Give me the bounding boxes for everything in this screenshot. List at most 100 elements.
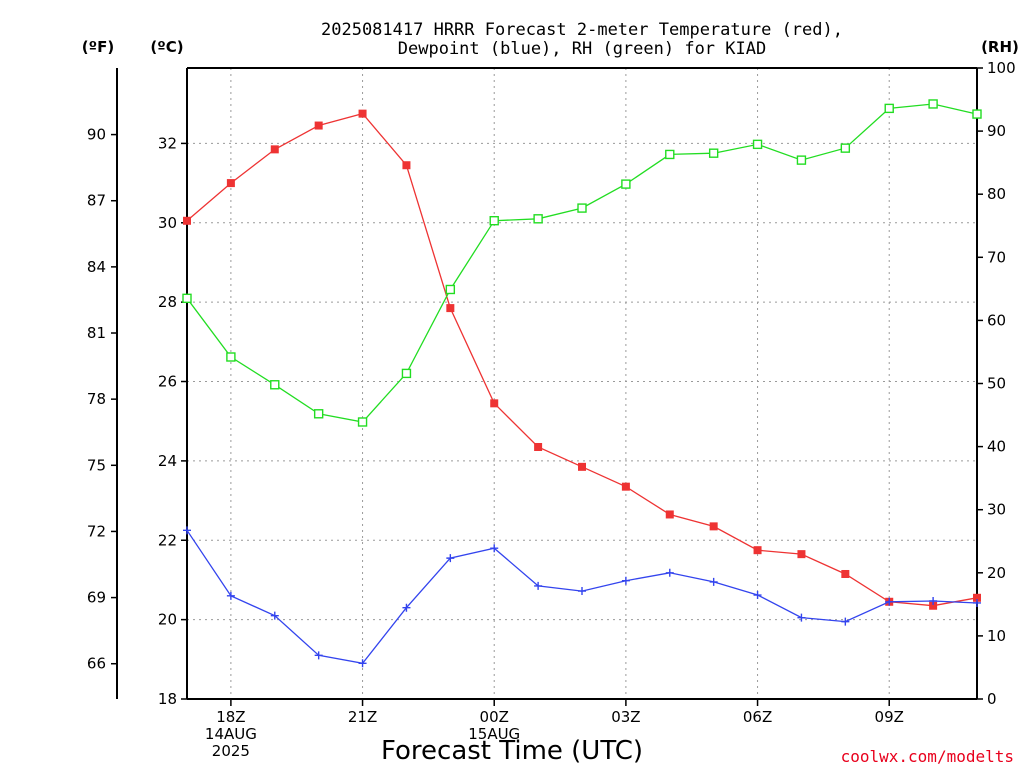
x-tick-label: 06Z: [743, 708, 772, 726]
dewpoint-data-point: [226, 591, 235, 600]
temperature-data-point: [490, 399, 499, 408]
temperature-data-point: [358, 109, 367, 118]
celsius-tick-label: 24: [158, 452, 177, 470]
celsius-tick-label: 28: [158, 293, 177, 311]
celsius-tick-label: 30: [158, 214, 177, 232]
celsius-unit-label: (ºC): [150, 38, 183, 56]
credit-text: coolwx.com/modelts: [841, 747, 1014, 766]
temperature-data-point: [841, 569, 850, 578]
temperature-data-point: [621, 482, 630, 491]
rh-data-point: [489, 216, 499, 226]
dewpoint-data-point: [973, 598, 981, 607]
temperature-data-point: [665, 510, 674, 519]
rh-data-point: [357, 417, 368, 427]
rh-tick-label: 0: [987, 690, 997, 708]
dewpoint-data-point: [183, 526, 191, 535]
rh-series-line: [186, 103, 978, 423]
temperature-data-point: [753, 546, 762, 555]
rh-tick-label: 50: [987, 375, 1006, 393]
fahrenheit-tick-label: 78: [87, 390, 106, 408]
rh-data-point: [884, 103, 894, 114]
x-tick-label: 18Z: [216, 708, 245, 726]
rh-tick-label: 70: [987, 248, 1006, 266]
fahrenheit-tick-label: 72: [87, 522, 106, 540]
celsius-tick-label: 20: [158, 611, 177, 629]
fahrenheit-tick-label: 69: [87, 589, 106, 607]
temperature-series-line: [186, 112, 978, 607]
rh-data-point: [840, 143, 851, 153]
x-tick-label: 00Z: [480, 708, 509, 726]
rh-data-point: [665, 149, 675, 160]
dewpoint-data-point: [534, 581, 543, 590]
temperature-data-point: [534, 442, 543, 451]
temperature-data-point: [797, 550, 806, 559]
rh-data-point: [621, 179, 631, 189]
x-tick-label: 2025: [212, 742, 250, 760]
x-tick-label: 03Z: [611, 708, 640, 726]
dewpoint-data-point: [797, 613, 806, 622]
dewpoint-data-point: [885, 597, 894, 606]
celsius-tick-label: 22: [158, 531, 177, 549]
rh-data-point: [752, 139, 763, 150]
grid-lines: [187, 68, 977, 699]
rh-data-point: [577, 203, 587, 213]
dewpoint-data-point: [358, 659, 367, 668]
rh-tick-label: 80: [987, 185, 1006, 203]
dewpoint-data-point: [665, 568, 674, 577]
fahrenheit-tick-label: 75: [87, 456, 106, 474]
fahrenheit-tick-label: 90: [87, 126, 106, 144]
x-tick-label: 14AUG: [205, 725, 257, 743]
dewpoint-data-point: [314, 651, 323, 660]
temperature-data-point: [578, 462, 586, 471]
temperature-data-point: [226, 179, 235, 188]
dewpoint-data-point: [578, 587, 586, 596]
rh-data-point: [445, 284, 456, 295]
rh-tick-label: 10: [987, 627, 1006, 645]
rh-data-point: [796, 155, 807, 165]
rh-data-point: [928, 99, 938, 109]
axes: 66 69 72 75 78 81 84 87 90 18 20 22 24 26 28 30 32 0 10 20 3…: [87, 59, 1016, 760]
rh-tick-label: 40: [987, 438, 1006, 456]
temperature-data-point: [183, 216, 191, 225]
fahrenheit-tick-label: 66: [87, 655, 106, 673]
rh-data-point: [313, 409, 324, 419]
fahrenheit-tick-label: 87: [87, 192, 106, 210]
temperature-data-point: [446, 304, 455, 313]
temperature-data-point: [314, 121, 323, 130]
rh-tick-label: 90: [987, 122, 1006, 140]
fahrenheit-tick-label: 81: [87, 324, 106, 342]
celsius-tick-label: 26: [158, 373, 177, 391]
rh-tick-label: 100: [987, 59, 1016, 77]
dewpoint-data-point: [621, 576, 630, 585]
rh-unit-label: (RH): [981, 38, 1019, 56]
dewpoint-data-point: [270, 611, 279, 620]
temperature-data-point: [402, 161, 411, 170]
celsius-tick-label: 18: [158, 690, 177, 708]
rh-data-point: [226, 352, 236, 362]
dewpoint-data-point: [709, 577, 718, 586]
chart-title-line-1: 2025081417 HRRR Forecast 2-meter Tempera…: [321, 20, 843, 40]
x-tick-label: 15AUG: [468, 725, 520, 743]
rh-tick-label: 30: [987, 501, 1006, 519]
celsius-tick-label: 32: [158, 134, 177, 152]
temperature-data-point: [973, 593, 981, 602]
dewpoint-data-point: [490, 544, 499, 553]
fahrenheit-unit-label: (ºF): [82, 38, 114, 56]
rh-tick-label: 20: [987, 564, 1006, 582]
dewpoint-data-point: [753, 591, 762, 600]
x-axis-title: Forecast Time (UTC): [381, 736, 643, 766]
dewpoint-data-point: [446, 554, 455, 563]
rh-data-point: [708, 148, 719, 158]
dewpoint-data-point: [402, 603, 411, 612]
x-tick-label: 09Z: [875, 708, 904, 726]
dewpoint-data-point: [929, 596, 938, 605]
fahrenheit-tick-label: 84: [87, 258, 106, 276]
temperature-data-point: [270, 145, 279, 154]
rh-tick-label: 60: [987, 311, 1006, 329]
temperature-data-point: [929, 601, 938, 610]
rh-data-point: [401, 368, 412, 379]
x-tick-label: 21Z: [348, 708, 377, 726]
rh-data-point: [533, 214, 543, 224]
series-lines: [182, 99, 982, 668]
